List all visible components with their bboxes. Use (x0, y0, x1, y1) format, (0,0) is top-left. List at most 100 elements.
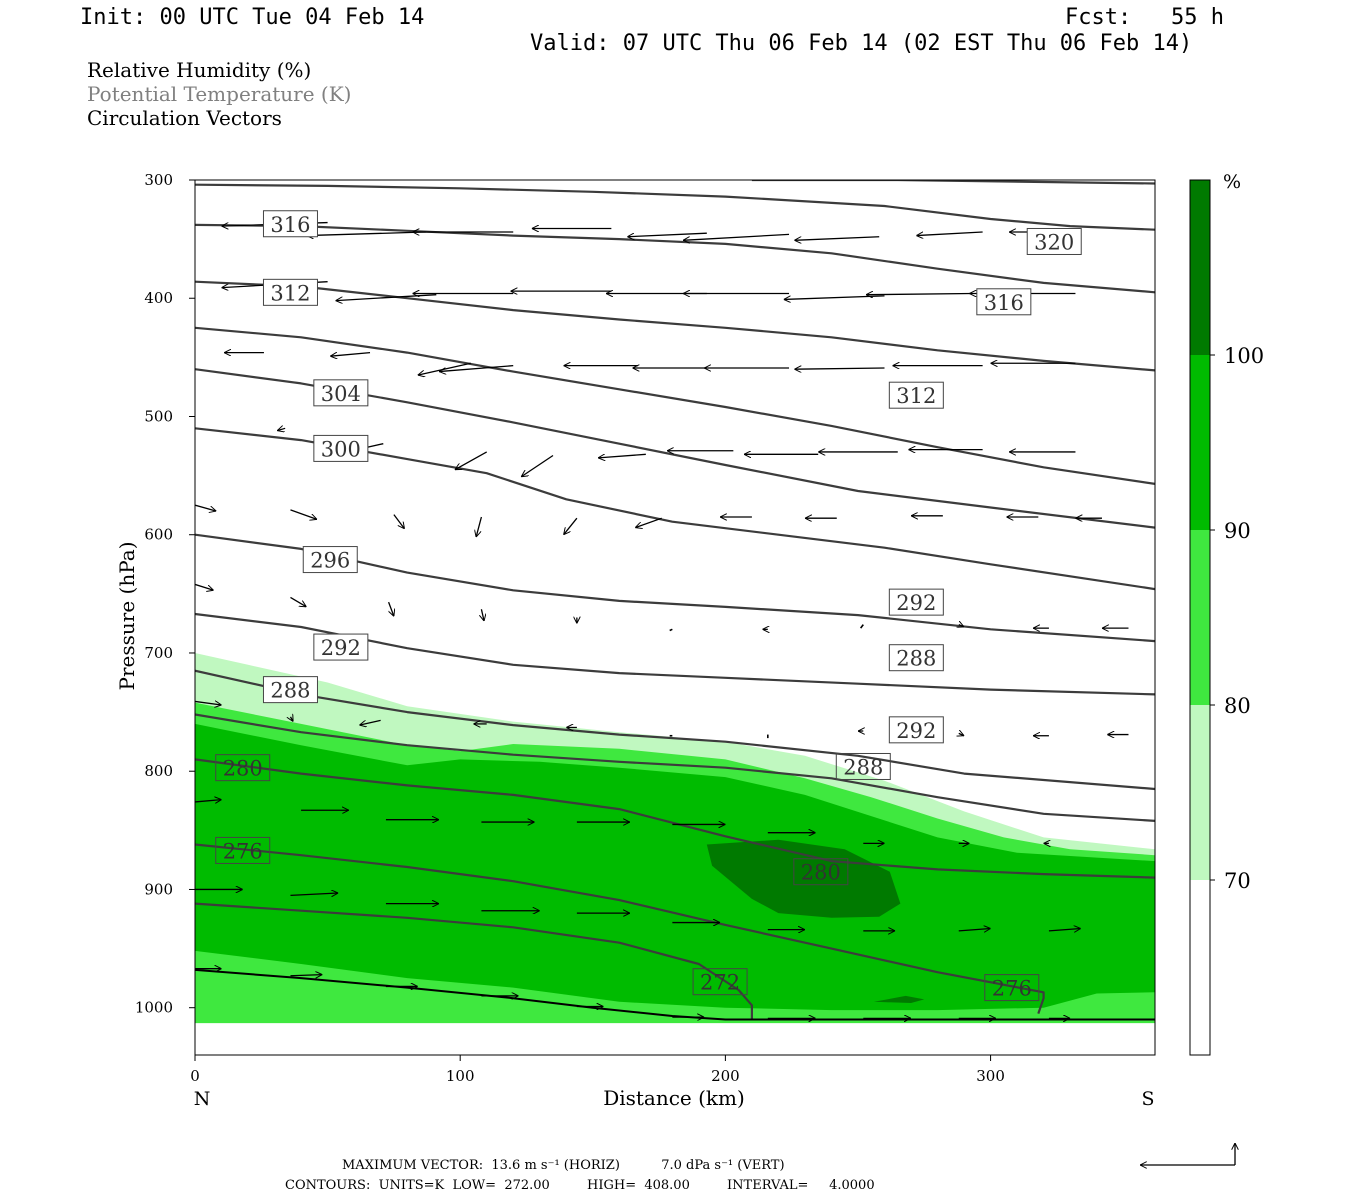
contour-label-276-12-0: 276 (223, 839, 263, 863)
contour-label-316-1-0: 316 (984, 291, 1024, 315)
contour-label-276-12-1: 276 (992, 977, 1032, 1001)
colorbar-label-80: 80 (1224, 694, 1251, 718)
terrain-line (195, 968, 1155, 1021)
y-tick-label-1000: 1000 (135, 999, 173, 1017)
contour-label-288-9-1: 288 (896, 647, 936, 671)
contour-label-box-288-9-0 (262, 676, 318, 704)
vector-43 (476, 516, 483, 537)
contour-info: CONTOURS: UNITS=K LOW= 272.00 HIGH= 408.… (285, 1178, 875, 1193)
vector-17 (784, 295, 885, 300)
vector-30 (277, 428, 286, 430)
contour-label-320-0-0: 320 (1034, 230, 1074, 254)
vector-32 (455, 451, 488, 471)
contour-label-box-280-11-0 (215, 754, 271, 782)
vector-84 (290, 893, 338, 895)
colorbar-frame (1189, 179, 1211, 1056)
forecast-hour: Fcst: 55 h (1065, 5, 1224, 30)
vector-40 (195, 504, 216, 511)
vector-73 (195, 800, 222, 802)
init-time: Init: 00 UTC Tue 04 Feb 14 (80, 5, 425, 30)
contour-label-box-280-11-1 (793, 858, 849, 886)
contour-label-280-11-0: 280 (223, 757, 263, 781)
vector-18 (866, 294, 973, 295)
vector-23 (439, 364, 514, 372)
contour-label-box-320-0-0 (1026, 227, 1082, 255)
colorbar-swatch-2 (1190, 530, 1210, 705)
vector-10 (195, 281, 196, 283)
contour-label-box-316-1-0 (976, 288, 1032, 316)
y-tick-label-800: 800 (144, 762, 173, 780)
contour-label-box-288-9-1 (888, 644, 944, 672)
contour-label-box-272-13-0 (692, 968, 748, 996)
endpoint-right: S (1141, 1088, 1154, 1110)
theta-contour-320-0 (751, 180, 1155, 185)
contour-label-box-288-9-2 (835, 752, 891, 780)
contour-label-288-9-2: 288 (843, 755, 883, 779)
contour-label-box-292-8-0 (313, 633, 369, 661)
contour-label-box-312-3-0 (262, 278, 318, 306)
valid-time: Valid: 07 UTC Thu 06 Feb 14 (02 EST Thu … (530, 31, 1193, 56)
vector-45 (635, 517, 662, 527)
contour-label-296-7-0: 296 (310, 549, 350, 573)
theta-contour-272-13 (195, 902, 754, 1020)
contour-label-272-13-0: 272 (700, 971, 740, 995)
vector-21 (330, 351, 371, 357)
theta-contour-276-12 (195, 843, 1045, 1014)
contour-label-280-11-1: 280 (801, 861, 841, 885)
contour-label-292-8-0: 292 (321, 636, 361, 660)
contour-label-312-3-1: 312 (896, 384, 936, 408)
theta-contour-312-3 (195, 280, 1155, 372)
rh-region-4 (873, 995, 925, 1003)
vector-44 (564, 517, 578, 535)
theta-contour-316-1 (195, 183, 1155, 231)
contour-label-box-296-7-0 (302, 546, 358, 574)
rh-region-3 (706, 839, 901, 918)
legend-vectors: Circulation Vectors (87, 106, 282, 130)
vector-12 (336, 294, 437, 301)
y-tick-label-300: 300 (144, 171, 173, 189)
contour-label-304-5-0: 304 (321, 382, 361, 406)
colorbar-swatch-3 (1190, 355, 1210, 530)
vector-54 (481, 609, 484, 621)
contour-label-box-276-12-1 (984, 974, 1040, 1002)
x-tick-label-200: 200 (711, 1067, 740, 1085)
legend-rh: Relative Humidity (%) (87, 58, 312, 82)
vector-58 (859, 624, 864, 629)
circulation-vectors (195, 221, 1129, 1019)
vector-27 (794, 368, 885, 369)
vector-6 (683, 233, 790, 240)
contour-label-box-312-3-1 (888, 381, 944, 409)
vector-59 (959, 625, 964, 627)
vector-51 (195, 583, 214, 590)
vector-56 (669, 628, 673, 632)
contour-labels: 320 316 316 312 312 304 300 296 292 292 292 288 288 2… (215, 210, 1082, 1002)
vector-42 (393, 514, 405, 529)
colorbar-label-70: 70 (1224, 869, 1251, 893)
x-tick-label-0: 0 (190, 1067, 200, 1085)
contour-label-box-292-8-1 (888, 588, 944, 616)
contour-label-box-316-2-0 (262, 210, 318, 238)
vector-7 (794, 236, 880, 241)
vector-2 (306, 231, 426, 236)
reference-vector-icon (1140, 1143, 1235, 1165)
contour-label-288-9-0: 288 (270, 679, 310, 703)
x-tick-label-100: 100 (446, 1067, 475, 1085)
vector-52 (290, 596, 306, 606)
x-axis-label: Distance (km) (603, 1086, 745, 1110)
colorbar-label-100: 100 (1224, 344, 1264, 368)
theta-contour-284-10 (195, 713, 1155, 822)
plot-frame (194, 179, 1156, 1056)
y-tick-label-400: 400 (144, 289, 173, 307)
contour-label-box-304-5-0 (313, 379, 369, 407)
contour-label-292-8-1: 292 (896, 591, 936, 615)
y-tick-label-700: 700 (144, 644, 173, 662)
colorbar-swatch-1 (1190, 705, 1210, 880)
colorbar-swatch-4 (1190, 180, 1210, 355)
contour-label-box-292-8-2 (888, 716, 944, 744)
vector-64 (359, 719, 381, 725)
vector-34 (598, 453, 646, 458)
vector-5 (627, 232, 707, 237)
contour-label-box-276-12-0 (215, 836, 271, 864)
y-tick-label-600: 600 (144, 526, 173, 544)
